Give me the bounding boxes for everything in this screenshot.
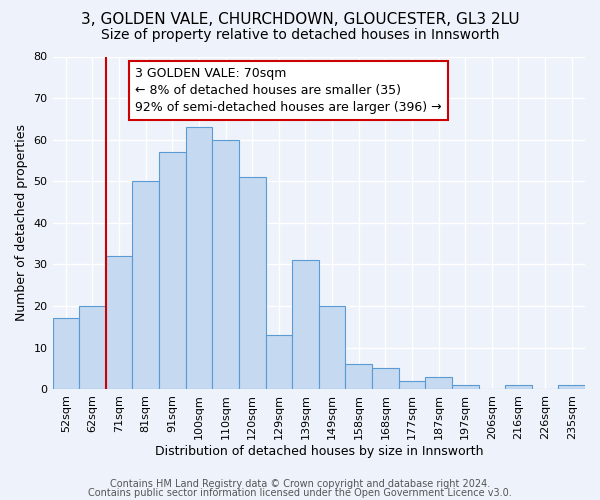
Bar [452,385,479,389]
Bar [559,385,585,389]
Text: 3 GOLDEN VALE: 70sqm
← 8% of detached houses are smaller (35)
92% of semi-detach: 3 GOLDEN VALE: 70sqm ← 8% of detached ho… [135,67,442,114]
Bar [398,381,425,389]
Bar [319,306,346,389]
Bar [106,256,133,389]
Bar [212,140,239,389]
Y-axis label: Number of detached properties: Number of detached properties [15,124,28,322]
Bar [159,152,185,389]
Bar [425,376,452,389]
Bar [372,368,398,389]
Bar [133,181,159,389]
Bar [346,364,372,389]
Text: 3, GOLDEN VALE, CHURCHDOWN, GLOUCESTER, GL3 2LU: 3, GOLDEN VALE, CHURCHDOWN, GLOUCESTER, … [80,12,520,28]
Text: Contains HM Land Registry data © Crown copyright and database right 2024.: Contains HM Land Registry data © Crown c… [110,479,490,489]
Bar [292,260,319,389]
Bar [266,335,292,389]
Text: Size of property relative to detached houses in Innsworth: Size of property relative to detached ho… [101,28,499,42]
Text: Contains public sector information licensed under the Open Government Licence v3: Contains public sector information licen… [88,488,512,498]
Bar [239,177,266,389]
Bar [185,127,212,389]
Bar [79,306,106,389]
X-axis label: Distribution of detached houses by size in Innsworth: Distribution of detached houses by size … [155,444,483,458]
Bar [53,318,79,389]
Bar [505,385,532,389]
